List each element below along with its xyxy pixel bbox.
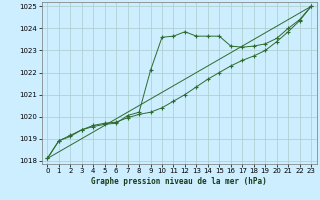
X-axis label: Graphe pression niveau de la mer (hPa): Graphe pression niveau de la mer (hPa): [91, 177, 267, 186]
